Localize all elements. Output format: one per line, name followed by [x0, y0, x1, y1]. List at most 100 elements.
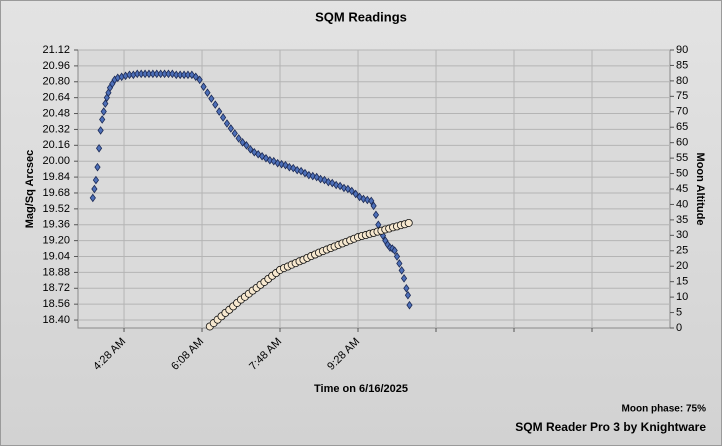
sqm-point	[94, 162, 101, 172]
sqm-point	[266, 155, 273, 165]
sqm-point	[400, 274, 408, 283]
sqm-point	[406, 300, 413, 310]
sqm-point	[208, 94, 215, 103]
sqm-point	[317, 174, 324, 184]
y-tick-label: 18.56	[42, 298, 70, 310]
y2-tick-label: 45	[676, 183, 688, 195]
sqm-point	[231, 129, 238, 138]
sqm-point	[270, 156, 277, 166]
y-tick-label: 19.68	[42, 187, 70, 199]
y2-tick-label: 85	[676, 59, 688, 71]
sqm-point	[278, 159, 285, 169]
sqm-point	[325, 177, 332, 187]
y2-tick-label: 25	[676, 245, 688, 257]
sqm-point	[243, 141, 250, 150]
sqm-point	[200, 82, 207, 92]
sqm-point	[364, 195, 371, 205]
sqm-point	[301, 168, 309, 178]
sqm-point	[404, 290, 412, 300]
sqm-point	[340, 183, 348, 193]
credit: SQM Reader Pro 3 by Knightware	[515, 420, 706, 434]
sqm-point	[99, 115, 106, 124]
y2-tick-label: 75	[676, 90, 688, 102]
y-tick-label: 19.84	[42, 171, 70, 183]
sqm-point	[360, 194, 367, 204]
x-axis-label: Time on 6/16/2025	[314, 383, 408, 395]
y-tick-label: 20.80	[42, 76, 70, 88]
y2-tick-label: 65	[676, 121, 688, 133]
y2-tick-label: 20	[676, 260, 688, 272]
y2-tick-label: 30	[676, 229, 688, 241]
sqm-point	[196, 75, 203, 85]
sqm-point	[169, 69, 176, 79]
sqm-point	[305, 170, 312, 180]
sqm-point	[297, 166, 305, 176]
plot-area	[77, 49, 671, 329]
y-axis-label: Mag/Sq Arcsec	[24, 150, 36, 228]
y-tick-label: 20.00	[42, 155, 70, 167]
sqm-point	[352, 189, 359, 199]
sqm-point	[227, 124, 234, 133]
y2-tick-label: 90	[676, 44, 688, 56]
sqm-point	[235, 134, 242, 143]
y2-tick-label: 40	[676, 198, 688, 210]
sqm-point	[368, 196, 375, 206]
y2-tick-label: 60	[676, 137, 688, 149]
sqm-point	[192, 72, 199, 82]
sqm-point	[247, 145, 254, 154]
y2-axis-label: Moon Altitude	[694, 153, 706, 226]
y2-tick-label: 35	[676, 214, 688, 226]
y-tick-label: 19.52	[42, 203, 70, 215]
sqm-point	[290, 163, 297, 173]
y-tick-label: 18.40	[42, 314, 70, 326]
y-tick-label: 19.36	[42, 219, 70, 231]
sqm-point	[216, 107, 223, 116]
sqm-point	[97, 126, 104, 135]
y-tick-label: 20.64	[42, 92, 70, 104]
y-tick-label: 19.04	[42, 250, 70, 262]
sqm-point	[372, 210, 380, 220]
sqm-point	[393, 252, 401, 261]
sqm-point	[102, 99, 109, 108]
sqm-point	[294, 165, 301, 175]
sqm-point	[239, 138, 246, 147]
sqm-point	[398, 266, 405, 275]
y2-tick-label: 50	[676, 167, 688, 179]
sqm-point	[282, 160, 289, 170]
sqm-point	[212, 100, 219, 109]
sqm-point	[255, 149, 262, 159]
sqm-point	[274, 158, 281, 168]
sqm-point	[204, 88, 211, 97]
chart-title: SQM Readings	[315, 9, 407, 24]
sqm-point	[370, 201, 377, 211]
sqm-point	[219, 113, 227, 122]
y-tick-label: 20.16	[42, 139, 70, 151]
sqm-point	[333, 180, 340, 190]
moon-phase: Moon phase: 75%	[622, 404, 707, 415]
y2-tick-label: 5	[676, 306, 682, 318]
sqm-point	[91, 184, 98, 194]
y2-tick-label: 0	[676, 322, 682, 334]
sqm-point	[403, 284, 410, 293]
y2-tick-label: 10	[676, 291, 688, 303]
y2-tick-label: 55	[676, 152, 688, 164]
y-tick-label: 21.12	[42, 44, 70, 56]
sqm-point	[348, 186, 355, 196]
y-tick-label: 18.72	[42, 282, 70, 294]
y2-tick-label: 70	[676, 106, 688, 118]
sqm-point	[92, 175, 100, 185]
y-tick-label: 20.96	[42, 60, 70, 72]
y2-tick-label: 15	[676, 276, 688, 288]
y-tick-label: 19.20	[42, 235, 70, 247]
y-tick-label: 18.88	[42, 266, 70, 278]
sqm-point	[309, 171, 316, 181]
sqm-point	[89, 193, 96, 203]
sqm-point	[391, 246, 398, 255]
sqm-point	[396, 259, 403, 268]
sqm-point	[95, 144, 103, 153]
y2-tick-label: 80	[676, 75, 688, 87]
sqm-point	[336, 181, 344, 191]
sqm-point	[100, 107, 107, 116]
moon-point	[404, 218, 413, 227]
